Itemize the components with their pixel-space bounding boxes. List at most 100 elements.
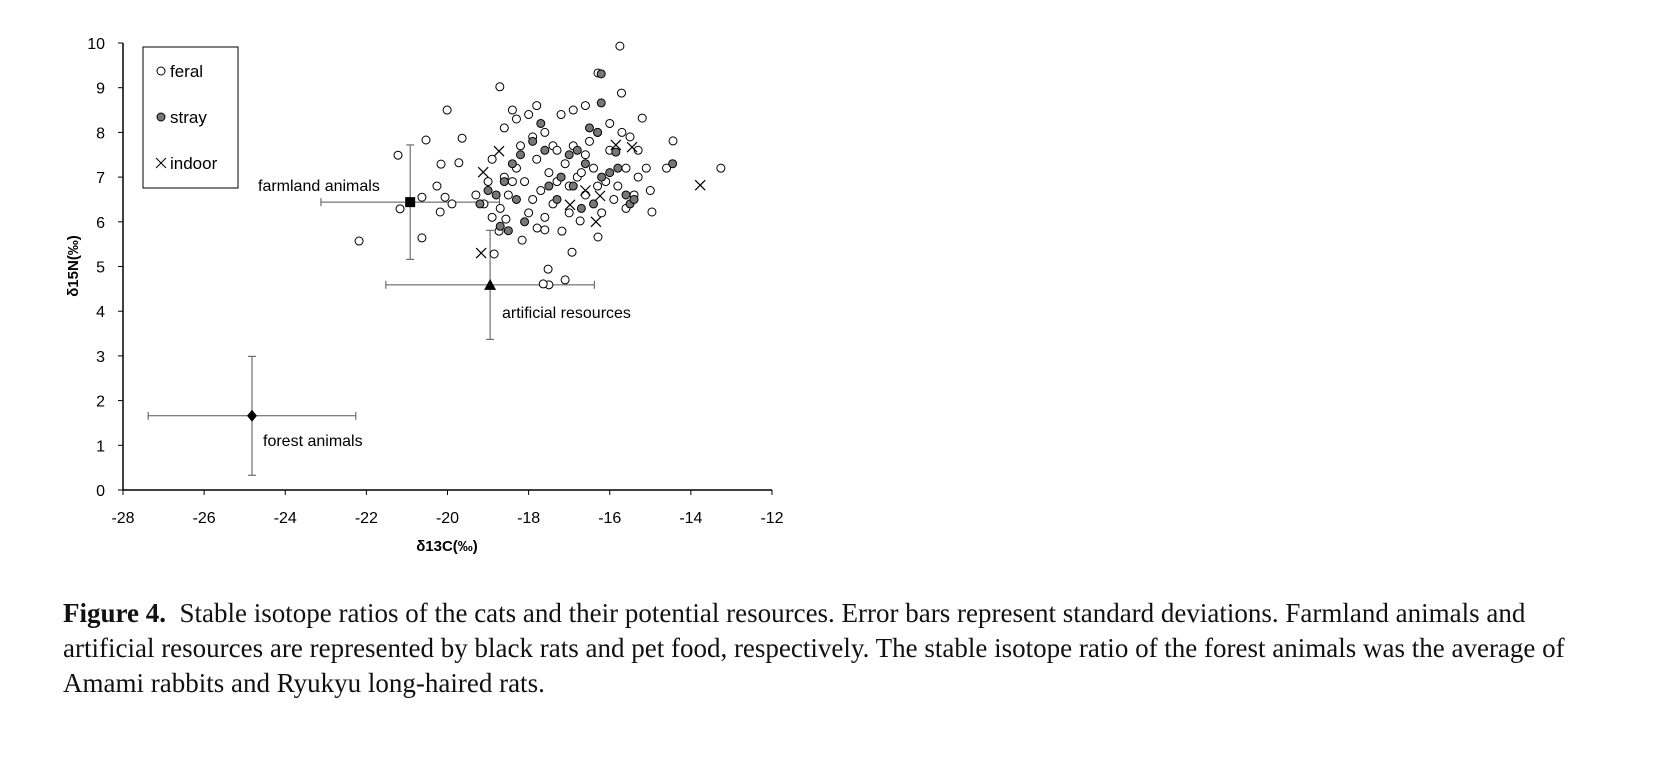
stray-point (589, 199, 599, 209)
stray-point (516, 150, 526, 160)
caption-text: Stable isotope ratios of the cats and th… (63, 598, 1565, 698)
triangle-marker (484, 278, 497, 290)
y-tick-label: 0 (96, 483, 105, 500)
x-tick-label: -24 (274, 510, 297, 527)
feral-point (540, 212, 550, 222)
x-tick-label: -14 (679, 510, 702, 527)
feral-point (393, 150, 403, 160)
x-tick-label: -26 (193, 510, 216, 527)
feral-point (499, 123, 509, 133)
y-tick-label: 9 (96, 81, 105, 98)
stray-point (495, 221, 505, 231)
stray-point (629, 194, 639, 204)
feral-point (560, 159, 570, 169)
x-tick-label: -28 (111, 510, 134, 527)
feral-point (662, 163, 672, 173)
feral-point (436, 159, 446, 169)
y-tick-label: 8 (96, 125, 105, 142)
legend-feral-icon (156, 66, 166, 76)
feral-point (552, 145, 562, 155)
x-axis-label: δ13C(‰) (416, 538, 478, 555)
feral-point (532, 101, 542, 111)
stray-point (499, 177, 509, 187)
indoor-point (579, 185, 591, 196)
feral-point (593, 181, 603, 191)
indoor-point (475, 247, 487, 259)
stray-point (596, 98, 606, 108)
stray-point (605, 168, 615, 178)
feral-point (633, 172, 643, 182)
stray-point (540, 145, 550, 155)
x-tick-label: -22 (355, 510, 378, 527)
y-tick-label: 3 (96, 349, 105, 366)
feral-point (507, 177, 517, 187)
feral-point (471, 190, 481, 200)
stray-point (596, 69, 606, 79)
stray-point (621, 190, 631, 200)
feral-point (621, 163, 631, 173)
feral-point (454, 158, 464, 168)
feral-point (503, 190, 513, 200)
feral-point (609, 194, 619, 204)
feral-point (580, 150, 590, 160)
stray-point (572, 145, 582, 155)
indoor-point (564, 199, 576, 211)
resource-label: forest animals (263, 433, 363, 450)
feral-point (575, 216, 585, 226)
feral-point (605, 118, 615, 128)
feral-point (633, 145, 643, 155)
feral-point (641, 163, 651, 173)
stray-point (611, 147, 621, 157)
indoor-point (590, 216, 602, 228)
stray-point (580, 159, 590, 169)
legend-label: stray (170, 108, 207, 127)
diamond-marker (246, 409, 257, 422)
indoor-point (610, 139, 622, 151)
stray-point (544, 181, 554, 191)
stray-point (564, 150, 574, 160)
feral-point (354, 236, 364, 246)
y-tick-label: 7 (96, 170, 105, 187)
y-tick-label: 1 (96, 438, 105, 455)
feral-point (645, 186, 655, 196)
resource-label: farmland animals (258, 178, 380, 195)
y-tick-label: 4 (96, 304, 105, 321)
y-tick-label: 2 (96, 394, 105, 411)
x-tick-label: -16 (598, 510, 621, 527)
feral-point (540, 225, 550, 235)
indoor-point (694, 179, 706, 191)
stray-point (483, 186, 493, 196)
x-tick-label: -18 (517, 510, 540, 527)
feral-point (520, 177, 530, 187)
stray-point (576, 203, 586, 213)
feral-point (417, 192, 427, 202)
feral-point (564, 208, 574, 218)
feral-point (495, 82, 505, 92)
feral-point (597, 208, 607, 218)
y-axis-label: δ15N(‰) (65, 235, 82, 297)
stray-point (597, 172, 607, 182)
legend-label: indoor (170, 154, 218, 173)
feral-point (489, 249, 499, 259)
feral-point (417, 233, 427, 243)
feral-point (501, 214, 511, 224)
legend-indoor-icon (155, 157, 167, 169)
feral-point (511, 114, 521, 124)
feral-point (556, 110, 566, 120)
feral-point (538, 279, 548, 289)
indoor-point (493, 145, 505, 157)
feral-point (442, 105, 452, 115)
resource-label: artificial resources (502, 305, 631, 322)
feral-point (447, 199, 457, 209)
stray-point (568, 181, 578, 191)
stray-point (491, 190, 501, 200)
feral-point (576, 168, 586, 178)
y-tick-label: 5 (96, 260, 105, 277)
feral-point (543, 264, 553, 274)
feral-point (516, 141, 526, 151)
feral-point (532, 223, 542, 233)
stray-point (584, 123, 594, 133)
caption-label: Figure 4. (63, 598, 166, 628)
indoor-point (626, 141, 638, 153)
feral-point (647, 207, 657, 217)
